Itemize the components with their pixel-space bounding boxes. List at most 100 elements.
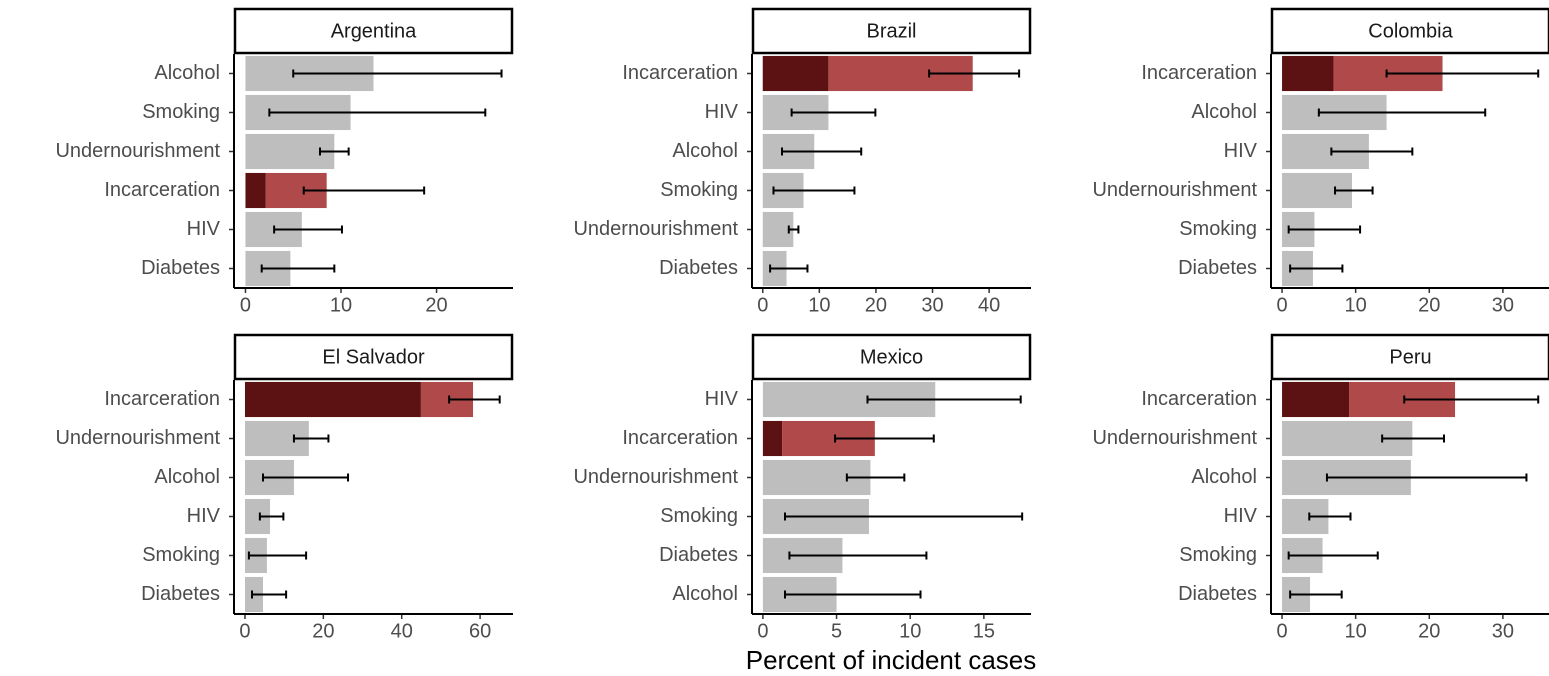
y-tick-label: Diabetes [1178,257,1257,279]
y-tick-label: Smoking [142,101,220,123]
error-bar [448,395,501,404]
error-bar [261,473,350,482]
error-bar [268,108,487,117]
bar-segment [245,172,266,209]
error-bar [787,225,800,234]
error-bar [1403,395,1540,404]
x-tick-label: 20 [1418,620,1440,642]
x-tick-label: 0 [239,620,250,642]
error-bar [318,147,350,156]
y-tick-label: HIV [187,218,221,240]
x-tick-label: 0 [757,620,768,642]
x-tick-label: 0 [240,294,251,316]
strip [1270,333,1549,381]
y-tick-label: Alcohol [154,62,220,84]
x-tick-label: 20 [865,294,887,316]
error-bar [1334,186,1374,195]
error-bar [1289,264,1344,273]
y-tick-label: Incarceration [622,62,738,84]
panel-title: Mexico [860,346,923,368]
panel-title: Argentina [331,20,417,42]
y-tick-label: Smoking [1179,218,1257,240]
y-tick-label: Undernourishment [55,140,220,162]
y-tick-label: Smoking [660,505,738,527]
y-tick-label: HIV [705,101,739,123]
panel-title: Brazil [866,20,916,42]
y-tick-label: HIV [1224,140,1258,162]
y-tick-label: Incarceration [1141,62,1257,84]
x-tick-label: 5 [831,620,842,642]
x-tick-label: 0 [1276,294,1287,316]
error-bar [1381,434,1445,443]
error-bar [1287,225,1362,234]
y-tick-label: Diabetes [659,257,738,279]
y-tick-label: Alcohol [1191,101,1257,123]
x-tick-label: 30 [1492,294,1514,316]
strip [1270,7,1549,55]
x-tick-label: 10 [330,294,352,316]
x-tick-label: 10 [1345,294,1367,316]
error-bar [1317,108,1487,117]
y-tick-label: Incarceration [622,427,738,449]
y-tick-label: Diabetes [659,544,738,566]
x-tick-label: 10 [899,620,921,642]
y-tick-label: Smoking [660,179,738,201]
error-bar [1330,147,1414,156]
error-bar [1287,551,1379,560]
y-tick-label: Alcohol [154,466,220,488]
y-tick-label: Alcohol [672,140,738,162]
y-tick-label: HIV [187,505,221,527]
error-bar [769,264,809,273]
y-tick-label: Undernourishment [55,427,220,449]
x-tick-label: 30 [1492,620,1514,642]
x-tick-label: 40 [978,294,1000,316]
error-bar [292,69,503,78]
x-tick-label: 40 [391,620,413,642]
panel-title: Peru [1389,346,1431,368]
y-tick-label: Incarceration [1141,388,1257,410]
error-bar [292,434,330,443]
x-axis-label: Percent of incident cases [746,645,1037,675]
y-tick-label: Undernourishment [1092,427,1257,449]
error-bar [251,590,288,599]
error-bar [273,225,343,234]
x-tick-label: 15 [973,620,995,642]
y-tick-label: Incarceration [104,179,220,201]
error-bar [772,186,856,195]
bar-segment [1282,55,1334,92]
error-bar [1325,473,1528,482]
bar-segment [244,381,421,418]
y-tick-label: Undernourishment [1092,179,1257,201]
strip [233,333,514,381]
error-bar [845,473,906,482]
error-bar [1308,512,1352,521]
error-bar [790,108,877,117]
error-bar [1385,69,1540,78]
error-bar [783,590,922,599]
x-tick-label: 20 [1418,294,1440,316]
x-tick-label: 10 [808,294,830,316]
x-tick-label: 20 [312,620,334,642]
y-tick-label: Alcohol [1191,466,1257,488]
error-bar [258,512,285,521]
error-bar [783,512,1024,521]
strip [751,333,1032,381]
error-bar [780,147,863,156]
error-bar [1289,590,1343,599]
panel-title: Colombia [1368,20,1453,42]
y-tick-label: Diabetes [141,257,220,279]
panel-title: El Salvador [322,346,425,368]
x-tick-label: 10 [1345,620,1367,642]
strip [751,7,1032,55]
error-bar [866,395,1022,404]
x-tick-label: 0 [1276,620,1287,642]
x-tick-label: 20 [425,294,447,316]
y-tick-label: HIV [705,388,739,410]
y-tick-label: Undernourishment [573,218,738,240]
error-bar [834,434,935,443]
error-bar [302,186,426,195]
y-tick-label: Smoking [1179,544,1257,566]
y-tick-label: Diabetes [1178,583,1257,605]
x-tick-label: 60 [469,620,491,642]
